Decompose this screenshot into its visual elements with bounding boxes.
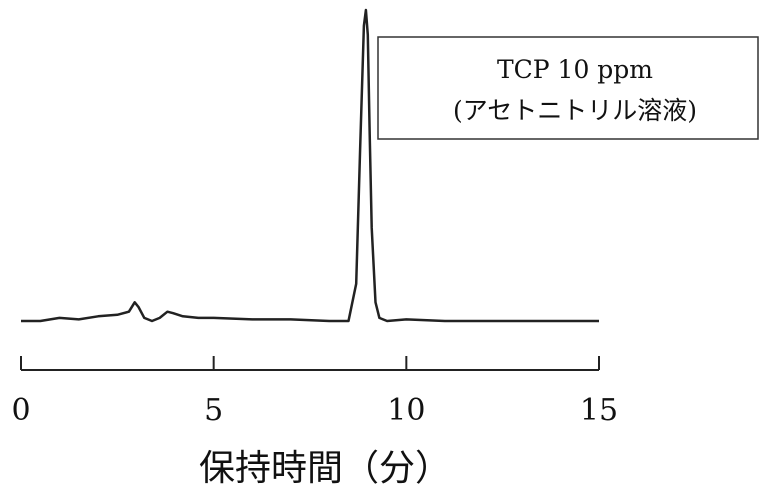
legend-line-sample: TCP 10 ppm — [497, 55, 653, 84]
x-tick-label: 5 — [204, 393, 223, 428]
plot-area — [21, 8, 599, 323]
x-tick-label: 0 — [11, 393, 30, 428]
x-axis-title: 保持時間（分） — [199, 448, 451, 489]
legend-line-solvent: (アセトニトリル溶液) — [453, 96, 697, 125]
x-tick-label: 10 — [387, 393, 425, 428]
x-axis: 0 5 10 15 — [11, 356, 618, 428]
legend: TCP 10 ppm (アセトニトリル溶液) — [377, 36, 759, 140]
x-tick-label: 15 — [580, 393, 618, 428]
legend-box — [377, 36, 759, 140]
chromatogram-trace-0 — [21, 8, 599, 323]
